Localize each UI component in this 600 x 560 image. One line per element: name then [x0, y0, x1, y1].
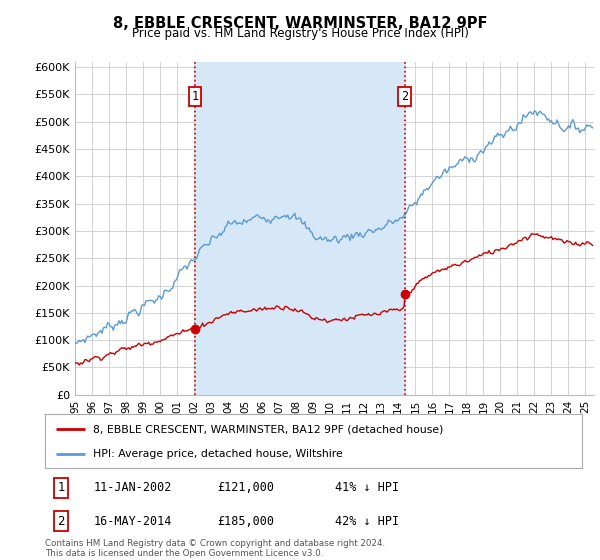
Text: £121,000: £121,000 — [217, 481, 274, 494]
Text: Price paid vs. HM Land Registry's House Price Index (HPI): Price paid vs. HM Land Registry's House … — [131, 27, 469, 40]
Text: 42% ↓ HPI: 42% ↓ HPI — [335, 515, 399, 528]
Text: HPI: Average price, detached house, Wiltshire: HPI: Average price, detached house, Wilt… — [94, 449, 343, 459]
Text: 8, EBBLE CRESCENT, WARMINSTER, BA12 9PF (detached house): 8, EBBLE CRESCENT, WARMINSTER, BA12 9PF … — [94, 424, 444, 435]
Text: 1: 1 — [58, 481, 65, 494]
Text: Contains HM Land Registry data © Crown copyright and database right 2024.
This d: Contains HM Land Registry data © Crown c… — [45, 539, 385, 558]
Text: 11-JAN-2002: 11-JAN-2002 — [94, 481, 172, 494]
Text: 8, EBBLE CRESCENT, WARMINSTER, BA12 9PF: 8, EBBLE CRESCENT, WARMINSTER, BA12 9PF — [113, 16, 487, 31]
Text: 1: 1 — [191, 90, 199, 103]
Text: 16-MAY-2014: 16-MAY-2014 — [94, 515, 172, 528]
Text: 2: 2 — [58, 515, 65, 528]
Text: £185,000: £185,000 — [217, 515, 274, 528]
Text: 2: 2 — [401, 90, 408, 103]
Text: 41% ↓ HPI: 41% ↓ HPI — [335, 481, 399, 494]
Bar — [195, 62, 404, 395]
